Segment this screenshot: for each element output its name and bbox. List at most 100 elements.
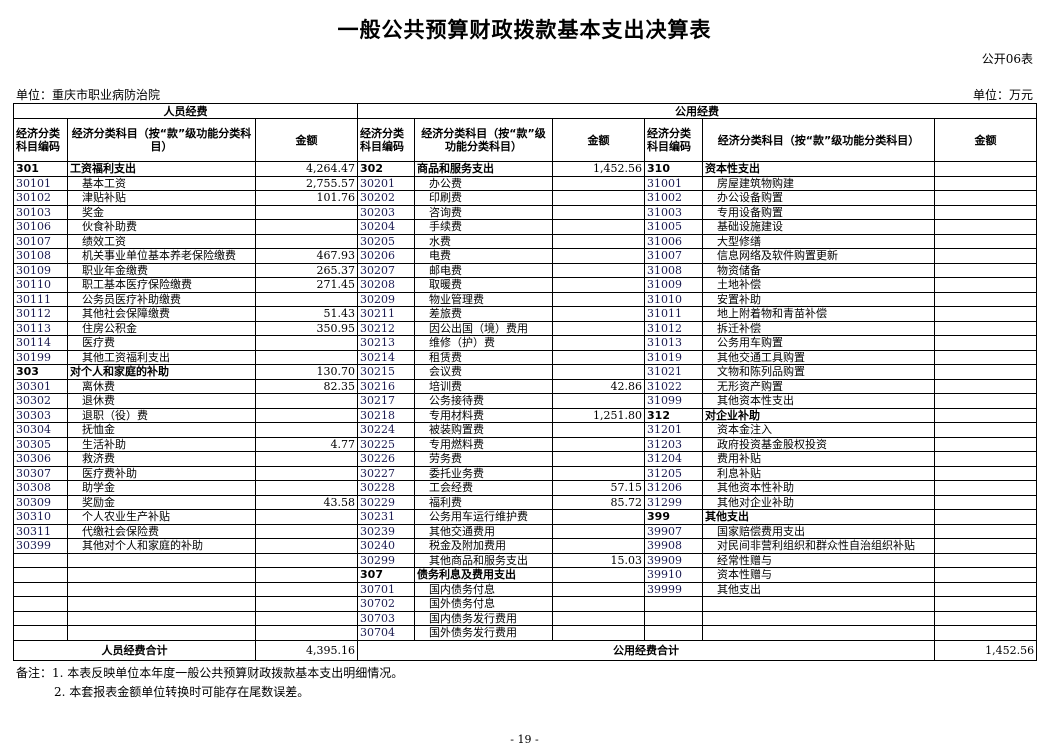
middle-item-name: 专用材料费 xyxy=(414,407,554,423)
table-row: 30306 救济费 30226 劳务费 31204 费用补贴 xyxy=(13,451,1038,467)
middle-item-code: 30231 xyxy=(357,509,416,525)
middle-item-name: 国内债务发行费用 xyxy=(414,610,554,626)
right-item-code: 31022 xyxy=(644,378,704,394)
left-item-amount: 2,755.57 xyxy=(254,175,359,191)
left-item-code xyxy=(13,581,68,597)
left-item-code: 30111 xyxy=(13,291,68,307)
middle-item-name: 债务利息及费用支出 xyxy=(414,567,554,583)
middle-item-code: 30205 xyxy=(357,233,416,249)
middle-item-amount xyxy=(552,335,646,351)
left-item-name xyxy=(67,581,256,597)
left-item-amount xyxy=(254,480,359,496)
middle-item-name: 租赁费 xyxy=(414,349,554,365)
left-item-name: 其他社会保障缴费 xyxy=(67,306,256,322)
right-item-amount xyxy=(934,407,1038,423)
left-item-code: 30302 xyxy=(13,393,68,409)
table-row: 30303 退职（役）费 30218 专用材料费 1,251.80 312 对企业补助 xyxy=(13,407,1038,423)
middle-item-amount xyxy=(552,291,646,307)
right-item-code: 31205 xyxy=(644,465,704,481)
middle-item-code: 30203 xyxy=(357,204,416,220)
table-row: 30111 公务员医疗补助缴费 30209 物业管理费 31010 安置补助 xyxy=(13,291,1038,307)
right-item-name: 费用补贴 xyxy=(702,451,936,467)
middle-item-name: 国外债务发行费用 xyxy=(414,625,554,641)
right-item-code: 31206 xyxy=(644,480,704,496)
right-item-amount xyxy=(934,349,1038,365)
middle-item-name: 商品和服务支出 xyxy=(414,161,554,177)
left-item-amount xyxy=(254,465,359,481)
middle-item-name: 印刷费 xyxy=(414,190,554,206)
middle-item-amount xyxy=(552,262,646,278)
right-item-amount xyxy=(934,291,1038,307)
middle-item-name: 公务用车运行维护费 xyxy=(414,509,554,525)
right-item-amount xyxy=(934,161,1038,177)
table-row: 30307 医疗费补助 30227 委托业务费 31205 利息补贴 xyxy=(13,465,1038,481)
right-item-amount xyxy=(934,451,1038,467)
right-item-name: 大型修缮 xyxy=(702,233,936,249)
header-amount: 金额 xyxy=(552,118,646,162)
right-item-code: 31204 xyxy=(644,451,704,467)
table-row: 30703 国内债务发行费用 xyxy=(13,610,1038,626)
left-item-amount: 4.77 xyxy=(254,436,359,452)
middle-item-name: 电费 xyxy=(414,248,554,264)
left-item-amount xyxy=(254,610,359,626)
middle-item-code: 30228 xyxy=(357,480,416,496)
right-item-amount xyxy=(934,335,1038,351)
header-name: 经济分类科目（按“款”级功能分类科目） xyxy=(67,118,256,162)
right-item-name: 无形资产购置 xyxy=(702,378,936,394)
middle-item-amount xyxy=(552,436,646,452)
middle-item-code: 30224 xyxy=(357,422,416,438)
table-row: 30109 职业年金缴费 265.37 30207 邮电费 31008 物资储备 xyxy=(13,262,1038,278)
left-item-name: 职业年金缴费 xyxy=(67,262,256,278)
left-item-code: 30199 xyxy=(13,349,68,365)
right-item-amount xyxy=(934,552,1038,568)
left-item-code: 30308 xyxy=(13,480,68,496)
right-item-amount xyxy=(934,393,1038,409)
left-item-amount: 4,264.47 xyxy=(254,161,359,177)
right-item-code: 31007 xyxy=(644,248,704,264)
left-item-amount xyxy=(254,625,359,641)
right-item-amount xyxy=(934,219,1038,235)
right-item-code: 31012 xyxy=(644,320,704,336)
right-item-name: 经常性赠与 xyxy=(702,552,936,568)
right-item-code: 31010 xyxy=(644,291,704,307)
middle-item-name: 水费 xyxy=(414,233,554,249)
currency-unit: 单位：万元 xyxy=(972,88,1033,102)
left-item-name: 职工基本医疗保险缴费 xyxy=(67,277,256,293)
left-item-code: 30305 xyxy=(13,436,68,452)
middle-item-code: 302 xyxy=(357,161,416,177)
middle-item-name: 国外债务付息 xyxy=(414,596,554,612)
left-item-code xyxy=(13,610,68,626)
right-item-code: 312 xyxy=(644,407,704,423)
middle-item-amount xyxy=(552,538,646,554)
right-item-code: 31006 xyxy=(644,233,704,249)
left-item-amount xyxy=(254,523,359,539)
right-item-amount xyxy=(934,465,1038,481)
middle-item-code: 307 xyxy=(357,567,416,583)
middle-item-code: 30226 xyxy=(357,451,416,467)
right-item-name: 专用设备购置 xyxy=(702,204,936,220)
table-row: 30399 其他对个人和家庭的补助 30240 税金及附加费用 39908 对民间非营利组… xyxy=(13,538,1038,554)
middle-item-code: 30213 xyxy=(357,335,416,351)
table-row: 30106 伙食补助费 30204 手续费 31005 基础设施建设 xyxy=(13,219,1038,235)
page-title: 一般公共预算财政拨款基本支出决算表 xyxy=(337,18,712,42)
left-item-name: 绩效工资 xyxy=(67,233,256,249)
right-item-amount xyxy=(934,320,1038,336)
right-item-name: 资本金注入 xyxy=(702,422,936,438)
left-item-code: 30399 xyxy=(13,538,68,554)
right-item-code: 31002 xyxy=(644,190,704,206)
middle-item-code: 30227 xyxy=(357,465,416,481)
middle-item-name: 福利费 xyxy=(414,494,554,510)
right-item-amount xyxy=(934,596,1038,612)
right-item-amount xyxy=(934,581,1038,597)
left-item-amount: 51.43 xyxy=(254,306,359,322)
left-item-amount xyxy=(254,393,359,409)
table-row: 30308 助学金 30228 工会经费 57.15 31206 其他资本性补助 xyxy=(13,480,1038,496)
left-item-amount xyxy=(254,219,359,235)
table-row: 30107 绩效工资 30205 水费 31006 大型修缮 xyxy=(13,233,1038,249)
right-item-code: 39907 xyxy=(644,523,704,539)
left-item-name: 工资福利支出 xyxy=(67,161,256,177)
right-item-amount xyxy=(934,248,1038,264)
table-row: 30304 抚恤金 30224 被装购置费 31201 资本金注入 xyxy=(13,422,1038,438)
middle-item-name: 取暖费 xyxy=(414,277,554,293)
left-item-name xyxy=(67,567,256,583)
